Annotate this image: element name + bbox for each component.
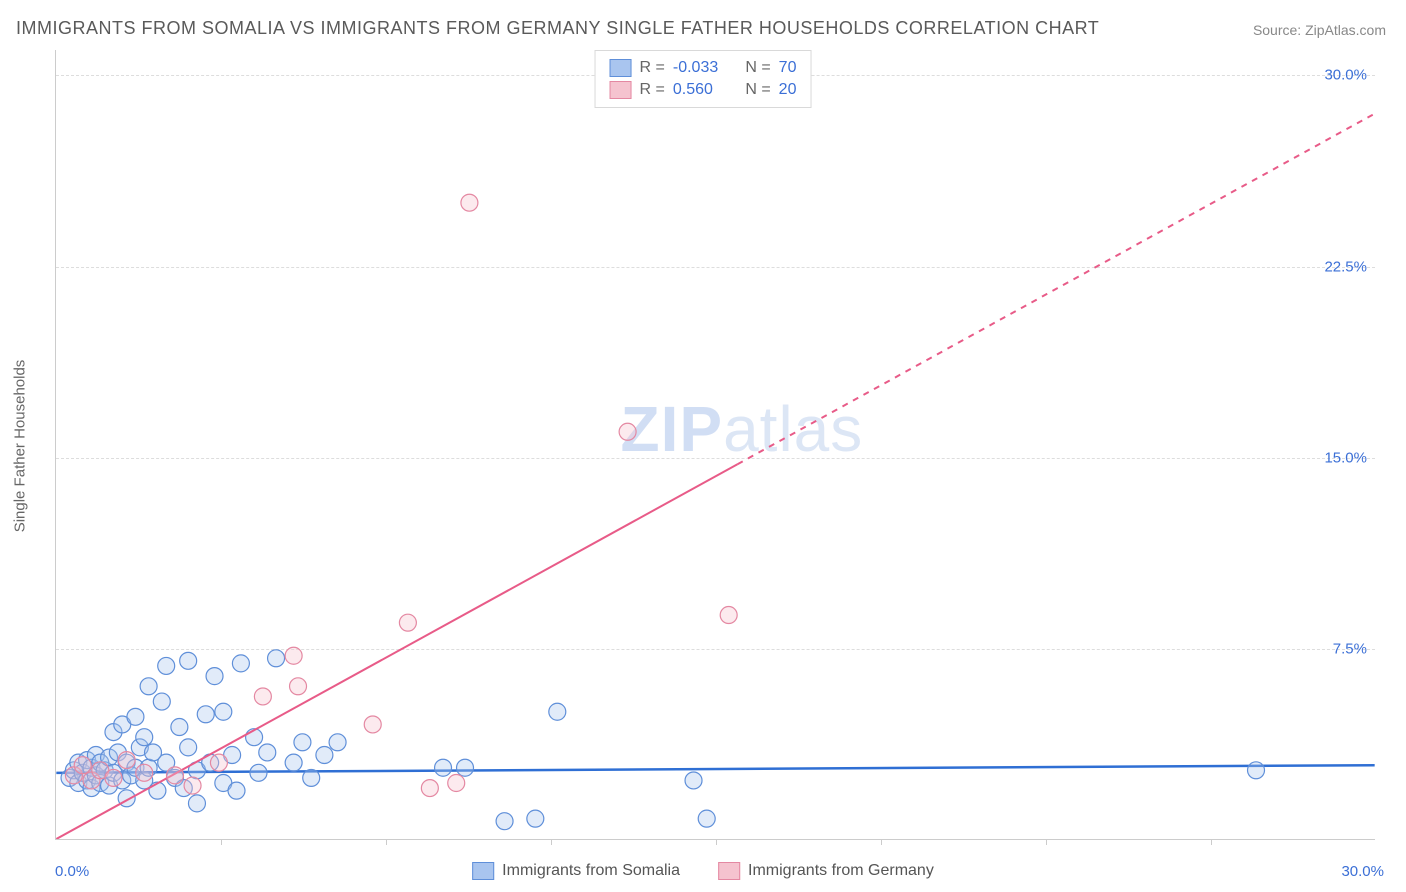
- x-tick-mark: [1211, 839, 1212, 845]
- data-point: [619, 423, 636, 440]
- data-point: [496, 813, 513, 830]
- legend-r-label: R =: [640, 81, 665, 99]
- data-point: [294, 734, 311, 751]
- legend-swatch: [610, 59, 632, 77]
- data-point: [140, 678, 157, 695]
- data-point: [290, 678, 307, 695]
- x-tick-mark: [221, 839, 222, 845]
- data-point: [285, 647, 302, 664]
- legend-r-value: -0.033: [673, 59, 733, 77]
- x-axis-end-label: 30.0%: [1341, 863, 1384, 880]
- series-legend-label: Immigrants from Germany: [748, 862, 934, 880]
- data-point: [698, 810, 715, 827]
- data-point: [74, 757, 91, 774]
- legend-row: R = 0.560 N = 20: [610, 79, 797, 101]
- data-point: [329, 734, 346, 751]
- data-point: [527, 810, 544, 827]
- data-point: [184, 777, 201, 794]
- data-point: [206, 668, 223, 685]
- plot-area: ZIPatlas 7.5%15.0%22.5%30.0%: [55, 50, 1375, 840]
- chart-title: IMMIGRANTS FROM SOMALIA VS IMMIGRANTS FR…: [16, 18, 1099, 39]
- x-axis-start-label: 0.0%: [55, 863, 89, 880]
- data-point: [720, 607, 737, 624]
- data-point: [461, 194, 478, 211]
- data-point: [188, 795, 205, 812]
- trend-line: [56, 464, 737, 839]
- legend-n-value: 20: [779, 81, 797, 99]
- data-point: [180, 739, 197, 756]
- data-point: [232, 655, 249, 672]
- data-point: [171, 719, 188, 736]
- y-axis-label: Single Father Households: [12, 360, 29, 533]
- data-point: [1248, 762, 1265, 779]
- trend-line-extrapolated: [737, 114, 1374, 465]
- legend-row: R = -0.033 N = 70: [610, 57, 797, 79]
- x-tick-mark: [716, 839, 717, 845]
- data-point: [215, 703, 232, 720]
- legend-swatch: [472, 862, 494, 880]
- x-tick-mark: [1046, 839, 1047, 845]
- data-point: [180, 652, 197, 669]
- data-point: [197, 706, 214, 723]
- data-point: [158, 657, 175, 674]
- data-point: [457, 759, 474, 776]
- data-point: [254, 688, 271, 705]
- data-point: [127, 708, 144, 725]
- legend-swatch: [610, 81, 632, 99]
- x-tick-mark: [551, 839, 552, 845]
- data-point: [250, 764, 267, 781]
- x-tick-mark: [881, 839, 882, 845]
- source-attribution: Source: ZipAtlas.com: [1253, 22, 1386, 38]
- series-legend-item: Immigrants from Somalia: [472, 862, 680, 880]
- data-point: [149, 782, 166, 799]
- chart-svg: [56, 50, 1375, 839]
- data-point: [399, 614, 416, 631]
- data-point: [435, 759, 452, 776]
- data-point: [105, 769, 122, 786]
- series-legend-item: Immigrants from Germany: [718, 862, 934, 880]
- data-point: [136, 729, 153, 746]
- data-point: [268, 650, 285, 667]
- legend-n-value: 70: [779, 59, 797, 77]
- data-point: [303, 769, 320, 786]
- data-point: [421, 780, 438, 797]
- correlation-legend: R = -0.033 N = 70 R = 0.560 N = 20: [595, 50, 812, 108]
- data-point: [166, 767, 183, 784]
- legend-r-label: R =: [640, 59, 665, 77]
- legend-n-label: N =: [741, 81, 771, 99]
- series-legend-label: Immigrants from Somalia: [502, 862, 680, 880]
- legend-swatch: [718, 862, 740, 880]
- data-point: [153, 693, 170, 710]
- series-legend: Immigrants from Somalia Immigrants from G…: [472, 862, 934, 880]
- data-point: [364, 716, 381, 733]
- data-point: [118, 752, 135, 769]
- data-point: [448, 775, 465, 792]
- data-point: [136, 764, 153, 781]
- legend-r-value: 0.560: [673, 81, 733, 99]
- data-point: [316, 747, 333, 764]
- legend-n-label: N =: [741, 59, 771, 77]
- data-point: [210, 754, 227, 771]
- data-point: [259, 744, 276, 761]
- data-point: [549, 703, 566, 720]
- x-tick-mark: [386, 839, 387, 845]
- data-point: [685, 772, 702, 789]
- data-point: [285, 754, 302, 771]
- data-point: [228, 782, 245, 799]
